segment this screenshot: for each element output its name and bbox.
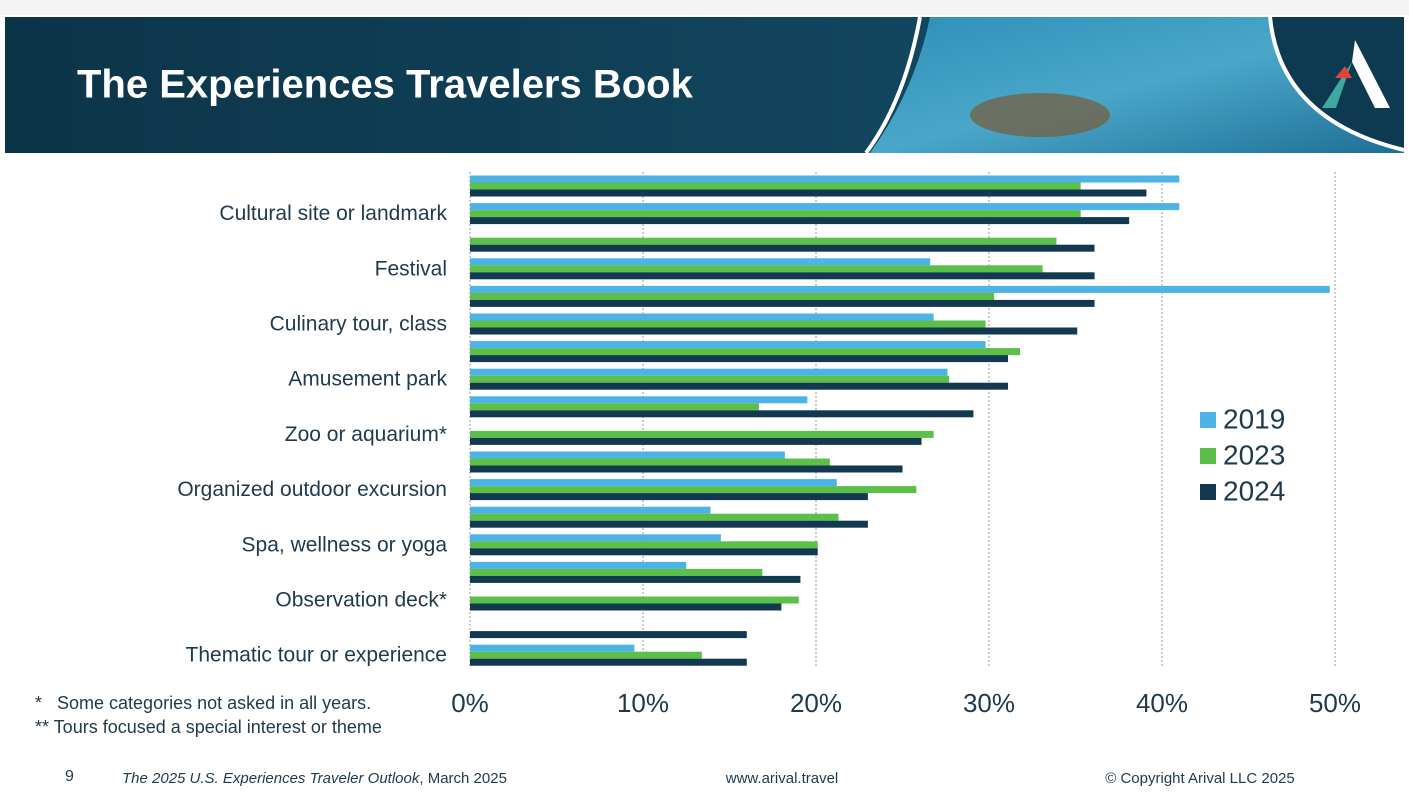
legend-swatch (1200, 412, 1216, 428)
bar (470, 631, 747, 639)
bar (470, 651, 702, 659)
bar (470, 596, 799, 604)
bar (470, 285, 1330, 293)
publication-date: , March 2025 (419, 770, 507, 787)
turtle (970, 93, 1110, 137)
bar (470, 272, 1095, 280)
bar (470, 575, 801, 583)
footnote: ** Tours focused a special interest or t… (35, 717, 382, 737)
bar (470, 313, 934, 321)
bar (470, 568, 763, 576)
bar (470, 182, 1081, 190)
bar (470, 451, 785, 459)
bar (470, 299, 1095, 307)
bar (470, 658, 747, 666)
y-tick-label: Cultural site or landmark (219, 202, 447, 225)
logo (1352, 40, 1390, 108)
bar (470, 465, 903, 473)
bar (470, 520, 868, 528)
legend-label: 2023 (1223, 439, 1285, 470)
x-tick-label: 10% (617, 688, 669, 718)
website: www.arival.travel (725, 770, 839, 787)
bar (470, 644, 635, 652)
copyright: © Copyright Arival LLC 2025 (1105, 770, 1295, 787)
y-tick-label: Festival (375, 257, 447, 280)
bar (470, 355, 1009, 363)
bar (470, 410, 974, 418)
publication: The 2025 U.S. Experiences Traveler Outlo… (122, 770, 507, 787)
bar (470, 486, 917, 494)
bar (470, 327, 1078, 335)
bar (470, 382, 1009, 390)
x-tick-label: 30% (963, 688, 1015, 718)
bar (470, 437, 922, 445)
x-tick-label: 40% (1136, 688, 1188, 718)
x-tick-label: 20% (790, 688, 842, 718)
bar (470, 217, 1130, 225)
top-band (0, 0, 1409, 15)
logo-curve (1268, 16, 1405, 152)
chart-title: The Experiences Travelers Book (77, 63, 694, 107)
y-tick-label: Spa, wellness or yoga (242, 533, 448, 556)
bar (470, 348, 1021, 356)
bar (470, 237, 1057, 245)
y-tick-label: Thematic tour or experience (186, 644, 447, 667)
bar (470, 292, 995, 300)
bar (470, 341, 986, 349)
bar (470, 548, 818, 556)
bar (470, 189, 1147, 197)
y-tick-label: Culinary tour, class (270, 313, 447, 336)
bar (470, 244, 1095, 252)
bar (470, 534, 721, 542)
bar (470, 368, 948, 376)
header-curve (864, 16, 922, 155)
bar (470, 203, 1180, 211)
bar (470, 258, 931, 266)
bar (470, 561, 687, 569)
y-tick-label: Observation deck* (275, 589, 447, 612)
footnote: * Some categories not asked in all years… (35, 693, 371, 713)
bar (470, 541, 818, 549)
y-tick-label: Amusement park (288, 368, 447, 391)
legend-label: 2019 (1223, 403, 1285, 434)
legend-label: 2024 (1223, 475, 1285, 506)
legend-swatch (1200, 484, 1216, 500)
x-tick-label: 0% (451, 688, 489, 718)
bar (470, 265, 1043, 273)
bar (470, 396, 808, 404)
bar (470, 375, 950, 383)
bar (470, 320, 986, 328)
page-number: 9 (65, 768, 74, 785)
publication-title: The 2025 U.S. Experiences Traveler Outlo… (122, 770, 421, 787)
bar (470, 479, 837, 487)
legend-swatch (1200, 448, 1216, 464)
bar (470, 493, 868, 501)
bar (470, 603, 782, 611)
logo-panel (1270, 17, 1404, 150)
y-tick-label: Organized outdoor excursion (177, 478, 447, 501)
x-tick-label: 50% (1309, 688, 1361, 718)
bar (470, 458, 830, 466)
bar (470, 210, 1081, 218)
bar (470, 403, 759, 411)
bar (470, 513, 839, 521)
bar (470, 175, 1180, 183)
y-tick-label: Zoo or aquarium* (285, 423, 447, 446)
bar (470, 506, 711, 514)
logo (1335, 66, 1352, 78)
bar (470, 430, 934, 438)
